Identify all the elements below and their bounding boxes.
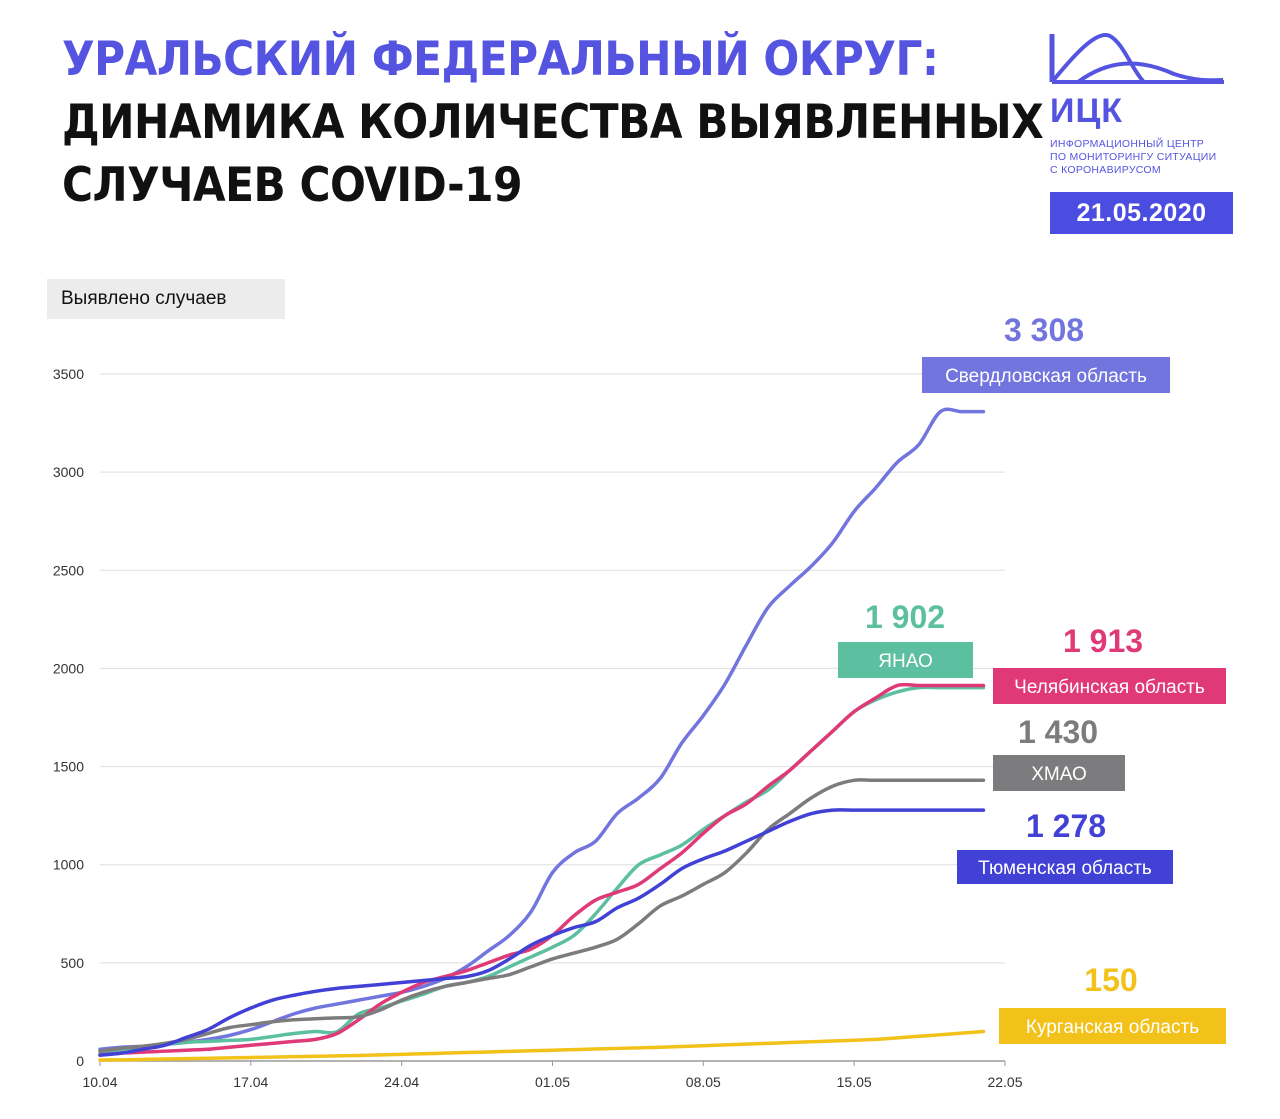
series-final-value: 1 430 <box>1018 714 1098 750</box>
title-line-3: СЛУЧАЕВ COVID-19 <box>62 158 523 213</box>
y-tick-label: 1500 <box>53 759 84 775</box>
title-line-1: УРАЛЬСКИЙ ФЕДЕРАЛЬНЫЙ ОКРУГ: <box>62 32 939 87</box>
y-tick-label: 2000 <box>53 660 84 676</box>
y-axis-label: Выявлено случаев <box>47 279 285 319</box>
series-line <box>98 682 986 1057</box>
series-line <box>98 685 986 1055</box>
title-line-2: ДИНАМИКА КОЛИЧЕСТВА ВЫЯВЛЕННЫХ <box>62 95 1044 150</box>
series-label: Курганская область <box>1026 1017 1199 1038</box>
y-tick-label: 3500 <box>53 366 84 382</box>
logo-desc-line: ИНФОРМАЦИОННЫЙ ЦЕНТР <box>1050 138 1205 150</box>
x-tick-label: 10.04 <box>82 1074 117 1090</box>
logo: ИЦК ИНФОРМАЦИОННЫЙ ЦЕНТР ПО МОНИТОРИНГУ … <box>1048 30 1238 176</box>
logo-abbreviation: ИЦК <box>1050 92 1124 130</box>
logo-desc-line: ПО МОНИТОРИНГУ СИТУАЦИИ <box>1050 151 1217 163</box>
x-tick-label: 01.05 <box>535 1074 570 1090</box>
series-label-box <box>993 668 1226 704</box>
series-label-box <box>957 850 1173 884</box>
y-tick-label: 0 <box>76 1053 84 1069</box>
series-label: ХМАО <box>1031 764 1087 785</box>
series-label: Тюменская область <box>978 858 1152 879</box>
series-label-box <box>922 357 1170 393</box>
y-tick-label: 1000 <box>53 857 84 873</box>
series-label-box <box>999 1008 1226 1044</box>
logo-mountain-icon <box>1049 32 1224 84</box>
y-tick-label: 2500 <box>53 562 84 578</box>
x-tick-label: 17.04 <box>233 1074 268 1090</box>
series-final-value: 1 278 <box>1026 808 1106 844</box>
series-line <box>98 1029 986 1062</box>
series-line <box>98 778 986 1053</box>
series-label: ЯНАО <box>878 651 932 672</box>
series-line <box>98 407 986 1051</box>
series-label-box <box>993 755 1125 791</box>
x-tick-label: 24.04 <box>384 1074 419 1090</box>
x-tick-label: 22.05 <box>987 1074 1022 1090</box>
x-tick-label: 15.05 <box>837 1074 872 1090</box>
series-label: Свердловская область <box>945 366 1147 387</box>
series-final-value: 1 902 <box>865 599 945 635</box>
series-final-value: 150 <box>1084 962 1137 998</box>
series-line <box>98 808 986 1057</box>
series-label: Челябинская область <box>1014 677 1205 698</box>
page-title: УРАЛЬСКИЙ ФЕДЕРАЛЬНЫЙ ОКРУГ: ДИНАМИКА КО… <box>62 28 1044 217</box>
y-tick-label: 500 <box>61 955 85 971</box>
logo-description: ИНФОРМАЦИОННЫЙ ЦЕНТР ПО МОНИТОРИНГУ СИТУ… <box>1050 138 1216 177</box>
date-badge: 21.05.2020 <box>1050 192 1233 234</box>
y-tick-label: 3000 <box>53 464 84 480</box>
logo-desc-line: С КОРОНАВИРУСОМ <box>1050 164 1161 176</box>
series-final-value: 1 913 <box>1063 623 1143 659</box>
series-final-value: 3 308 <box>1004 312 1084 348</box>
series-label-box <box>838 642 973 678</box>
x-tick-label: 08.05 <box>686 1074 721 1090</box>
